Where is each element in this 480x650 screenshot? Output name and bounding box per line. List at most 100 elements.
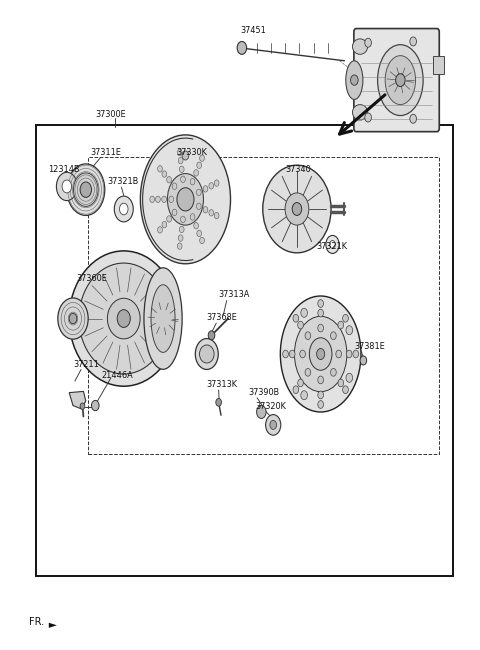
Circle shape — [196, 203, 201, 209]
Ellipse shape — [108, 298, 140, 339]
Ellipse shape — [69, 251, 179, 386]
Circle shape — [300, 350, 305, 358]
Circle shape — [346, 326, 353, 335]
Circle shape — [270, 421, 276, 430]
Circle shape — [318, 400, 324, 408]
Circle shape — [396, 73, 405, 86]
Circle shape — [360, 356, 367, 365]
Circle shape — [330, 240, 336, 248]
Text: 37381E: 37381E — [354, 342, 384, 351]
Circle shape — [180, 176, 185, 183]
Circle shape — [338, 321, 344, 329]
Circle shape — [318, 391, 324, 399]
Circle shape — [283, 350, 288, 358]
Circle shape — [293, 315, 299, 322]
Circle shape — [177, 150, 182, 156]
Circle shape — [62, 180, 72, 193]
Circle shape — [200, 155, 204, 161]
Ellipse shape — [352, 39, 368, 55]
Circle shape — [208, 331, 215, 340]
Polygon shape — [49, 623, 57, 628]
Circle shape — [177, 243, 182, 250]
Circle shape — [209, 209, 214, 216]
Circle shape — [301, 308, 308, 317]
Circle shape — [293, 386, 299, 393]
Circle shape — [265, 415, 281, 436]
Circle shape — [318, 376, 324, 384]
Circle shape — [177, 188, 194, 211]
Circle shape — [216, 398, 221, 406]
Circle shape — [336, 350, 342, 358]
Circle shape — [257, 406, 266, 419]
Circle shape — [353, 350, 359, 358]
Circle shape — [197, 162, 202, 168]
Circle shape — [117, 309, 130, 328]
Circle shape — [301, 391, 308, 400]
FancyBboxPatch shape — [354, 29, 439, 132]
Circle shape — [156, 196, 160, 203]
Circle shape — [331, 332, 336, 339]
Circle shape — [190, 179, 195, 185]
Text: 37451: 37451 — [240, 26, 266, 35]
Circle shape — [318, 300, 324, 307]
Text: 37321B: 37321B — [107, 177, 138, 187]
Circle shape — [298, 379, 303, 387]
Ellipse shape — [195, 339, 218, 369]
Ellipse shape — [385, 56, 416, 105]
Circle shape — [157, 166, 162, 172]
Circle shape — [169, 196, 174, 203]
Circle shape — [298, 321, 303, 329]
Text: 37340: 37340 — [285, 164, 311, 174]
Circle shape — [194, 170, 199, 176]
Circle shape — [180, 216, 185, 222]
Text: 37321K: 37321K — [316, 242, 347, 251]
Circle shape — [214, 213, 219, 219]
Text: 37330K: 37330K — [176, 148, 207, 157]
Circle shape — [80, 182, 92, 198]
Circle shape — [203, 207, 208, 213]
Circle shape — [346, 373, 353, 382]
Text: 37313K: 37313K — [207, 380, 238, 389]
Circle shape — [162, 222, 167, 228]
Circle shape — [292, 203, 301, 215]
Circle shape — [150, 196, 155, 203]
Circle shape — [162, 171, 167, 177]
Circle shape — [194, 222, 199, 229]
Circle shape — [237, 42, 247, 55]
Circle shape — [350, 75, 358, 85]
Circle shape — [167, 216, 171, 222]
Ellipse shape — [294, 317, 347, 392]
Text: 37368E: 37368E — [207, 313, 238, 322]
Circle shape — [157, 227, 162, 233]
Circle shape — [365, 113, 372, 122]
Bar — [433, 56, 444, 73]
Ellipse shape — [140, 135, 230, 264]
Ellipse shape — [168, 174, 204, 225]
Circle shape — [167, 177, 171, 183]
Circle shape — [200, 237, 204, 244]
Circle shape — [318, 309, 324, 317]
Ellipse shape — [79, 263, 168, 374]
Circle shape — [338, 379, 344, 387]
Ellipse shape — [346, 61, 363, 99]
Circle shape — [56, 172, 77, 201]
Ellipse shape — [67, 164, 105, 215]
Circle shape — [317, 348, 324, 359]
Circle shape — [410, 114, 417, 124]
Circle shape — [114, 196, 133, 222]
Ellipse shape — [378, 45, 423, 116]
Text: 21446A: 21446A — [101, 370, 133, 380]
Text: 12314B: 12314B — [48, 164, 79, 174]
Circle shape — [289, 350, 295, 358]
Text: 37211: 37211 — [73, 360, 99, 369]
Circle shape — [346, 350, 352, 358]
Circle shape — [172, 183, 177, 189]
Circle shape — [180, 226, 184, 233]
Circle shape — [80, 403, 85, 410]
Circle shape — [197, 230, 202, 237]
Ellipse shape — [200, 345, 214, 363]
Ellipse shape — [263, 165, 331, 253]
Ellipse shape — [310, 338, 332, 370]
Ellipse shape — [73, 173, 98, 207]
Bar — [36, 125, 454, 577]
